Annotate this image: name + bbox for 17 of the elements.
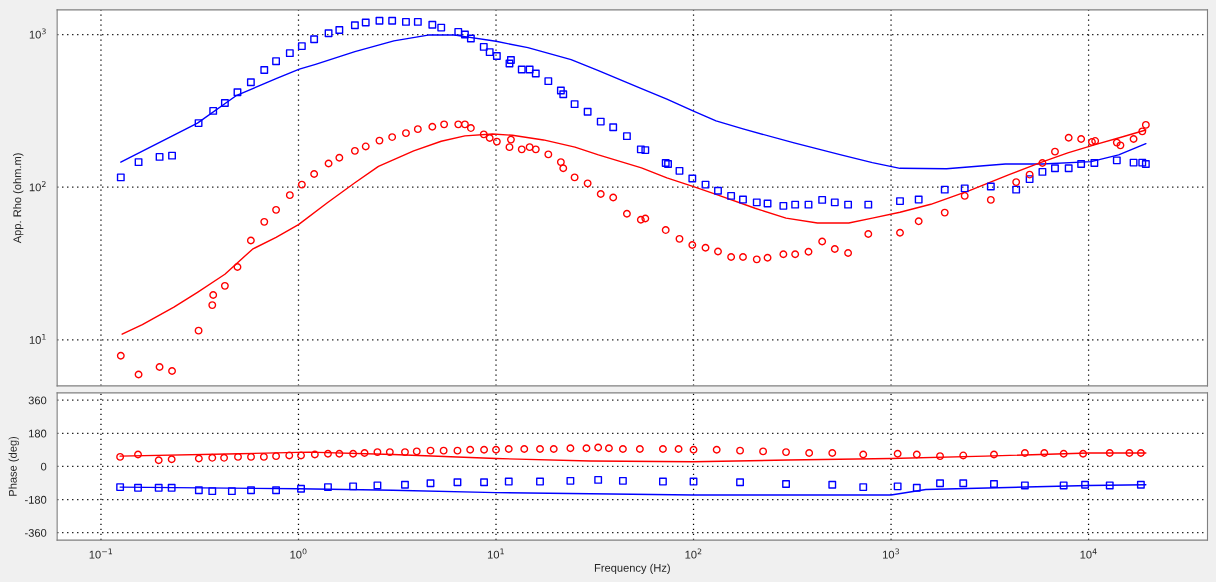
y-axis-title: App. Rho (ohm.m) bbox=[13, 153, 24, 244]
x-tick-label: 10$^{0}$ bbox=[290, 548, 307, 559]
x-axis-title: Frequency (Hz) bbox=[594, 563, 670, 575]
y-tick-label: -180 bbox=[24, 495, 47, 504]
y-tick-label: 10$^{3}$ bbox=[29, 28, 46, 39]
y-tick-label: 360 bbox=[28, 396, 47, 405]
y-tick-label: 10$^{2}$ bbox=[29, 181, 46, 192]
y-axis-title: Phase (deg) bbox=[8, 436, 19, 496]
x-tick-label: 10$^{2}$ bbox=[685, 548, 702, 559]
x-tick-label: 10$^{4}$ bbox=[1080, 548, 1097, 559]
y-tick-label: 0 bbox=[40, 462, 47, 471]
x-tick-label: 10$^{3}$ bbox=[883, 548, 899, 559]
y-tick-label: 180 bbox=[29, 429, 47, 438]
x-tick-label: 10$^{−1}$ bbox=[89, 548, 113, 559]
y-tick-label: -360 bbox=[24, 529, 47, 537]
y-tick-label: 10$^{1}$ bbox=[29, 333, 46, 344]
x-tick-label: 10$^{1}$ bbox=[487, 548, 504, 559]
